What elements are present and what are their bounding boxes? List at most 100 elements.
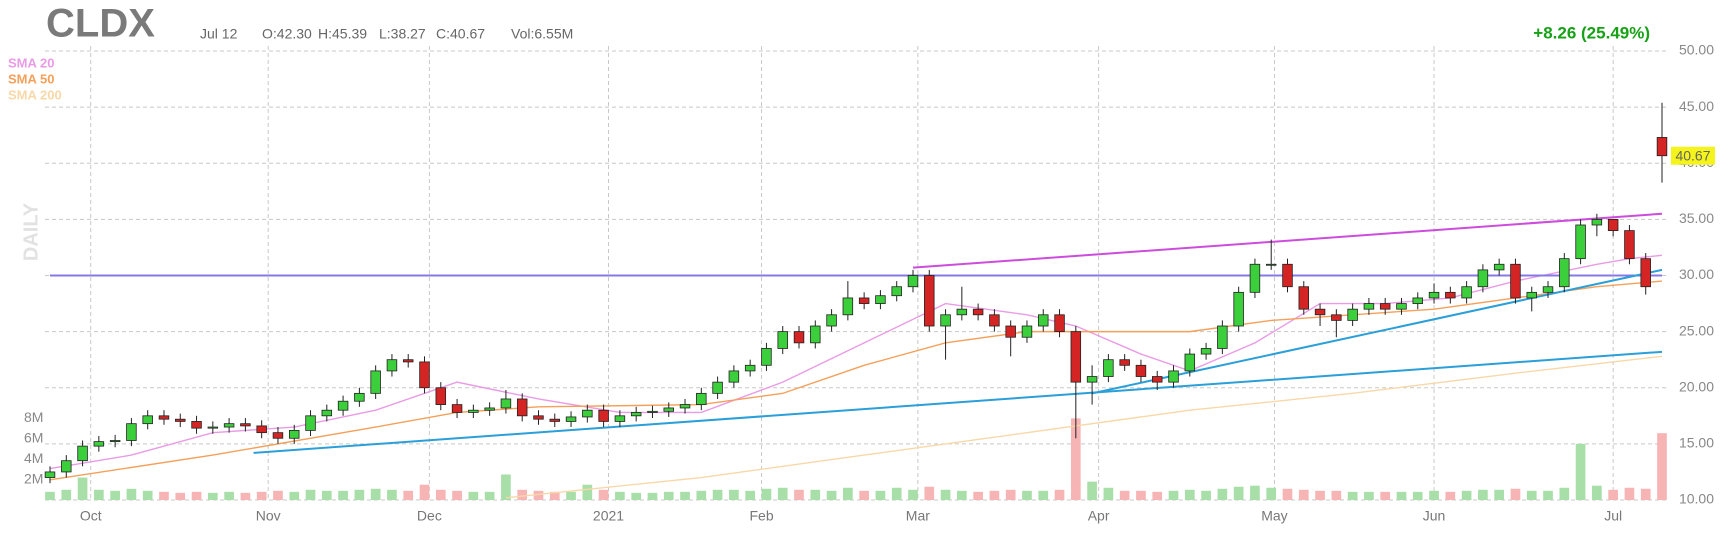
candle-body bbox=[858, 297, 870, 304]
candle-body bbox=[565, 416, 577, 422]
volume-bar bbox=[1412, 491, 1423, 500]
candle-body bbox=[1282, 263, 1293, 288]
low: L:38.27 bbox=[379, 26, 426, 42]
candle-body bbox=[679, 404, 691, 409]
candle-body bbox=[696, 392, 707, 405]
y-tick-label: 10.00 bbox=[1679, 491, 1714, 507]
volume-bar bbox=[1445, 491, 1456, 500]
close: C:40.67 bbox=[436, 26, 485, 42]
candle-body bbox=[191, 421, 202, 429]
volume-bar bbox=[273, 490, 283, 500]
candle-body bbox=[712, 381, 723, 394]
volume-bar bbox=[908, 489, 918, 500]
volume-bar bbox=[533, 490, 544, 500]
volume-bar bbox=[175, 492, 186, 500]
candle-body bbox=[1640, 258, 1651, 288]
candle-body bbox=[142, 415, 153, 425]
candle-body bbox=[435, 387, 447, 405]
volume-bar bbox=[61, 489, 72, 500]
date: Jul 12 bbox=[200, 26, 238, 42]
volume-bar bbox=[1266, 487, 1277, 500]
volume-bar bbox=[240, 492, 251, 500]
candle-body bbox=[289, 430, 300, 439]
volume-bar bbox=[110, 490, 120, 500]
candle-body bbox=[175, 418, 186, 422]
candle-body bbox=[451, 404, 463, 413]
volume-bar bbox=[1005, 489, 1016, 500]
candle-body bbox=[1103, 359, 1114, 377]
volume-bar bbox=[224, 491, 234, 500]
volume-bar bbox=[729, 489, 739, 500]
legend-entry: SMA 200 bbox=[8, 87, 62, 102]
candle-body bbox=[1119, 359, 1130, 366]
candle-body bbox=[810, 325, 821, 344]
candle-body bbox=[240, 423, 251, 427]
volume-bar bbox=[1510, 488, 1521, 500]
volume-bar bbox=[207, 492, 218, 500]
volume-bar bbox=[1543, 490, 1553, 500]
volume-bar bbox=[256, 491, 267, 500]
candle-body bbox=[1298, 286, 1310, 310]
candle-body bbox=[972, 308, 984, 316]
volume-bar bbox=[1624, 487, 1635, 500]
y-tick-label: 35.00 bbox=[1679, 210, 1714, 226]
volume-bar bbox=[843, 487, 853, 500]
x-tick-label: Jun bbox=[1423, 508, 1446, 524]
candle-body bbox=[663, 407, 674, 412]
volume-bar bbox=[745, 490, 755, 500]
volume-bar bbox=[1136, 490, 1146, 500]
candle-body bbox=[1510, 263, 1521, 299]
candle-body bbox=[500, 398, 512, 409]
volume-bar bbox=[826, 490, 837, 500]
watermark: DAILY bbox=[20, 202, 42, 261]
volume-bar bbox=[1526, 490, 1537, 500]
trendline bbox=[912, 212, 1663, 269]
sma-line bbox=[49, 254, 1663, 470]
volume-bar bbox=[289, 491, 300, 500]
volume-bar bbox=[1494, 489, 1505, 500]
volume-bar bbox=[1054, 489, 1065, 500]
candle-body bbox=[256, 425, 267, 434]
volume-bar bbox=[940, 489, 951, 500]
candle-body bbox=[1591, 218, 1603, 226]
volume-bar bbox=[1038, 490, 1049, 500]
candle-body bbox=[1314, 308, 1326, 316]
x-tick-label: May bbox=[1261, 508, 1287, 524]
candle-body bbox=[1445, 291, 1456, 299]
candle-body bbox=[1656, 137, 1668, 157]
candle-body bbox=[924, 275, 935, 327]
candle-body bbox=[354, 392, 365, 402]
x-tick-label: Dec bbox=[417, 508, 442, 524]
candle-body bbox=[1168, 370, 1179, 383]
candle-body bbox=[126, 423, 137, 441]
volume-bar bbox=[1640, 488, 1651, 500]
volume-bar bbox=[680, 491, 690, 500]
volume-bar bbox=[1364, 491, 1374, 500]
volume-bar bbox=[712, 489, 723, 500]
volume-bar bbox=[777, 487, 788, 500]
y-tick-label: 50.00 bbox=[1679, 42, 1714, 58]
x-tick-label: 2021 bbox=[593, 508, 624, 524]
trendline bbox=[253, 350, 1663, 454]
volume-bar bbox=[1070, 418, 1081, 500]
volume-bar bbox=[142, 490, 153, 500]
volume-bar bbox=[1331, 490, 1342, 500]
last-price: 40.67 bbox=[1675, 147, 1710, 163]
volume-bar bbox=[1103, 487, 1114, 500]
candle-body bbox=[582, 409, 593, 418]
volume-bar bbox=[338, 490, 348, 500]
y-tick-label: 25.00 bbox=[1679, 322, 1714, 338]
candle-body bbox=[1624, 230, 1635, 260]
candle-body bbox=[321, 409, 333, 417]
volume-bar bbox=[1184, 489, 1195, 500]
volume-bar bbox=[501, 474, 511, 500]
candle-body bbox=[386, 359, 398, 372]
x-tick-label: Apr bbox=[1088, 508, 1110, 524]
open: O:42.30 bbox=[262, 26, 312, 42]
volume-bar bbox=[875, 490, 886, 500]
candle-body bbox=[402, 359, 414, 363]
volume-tick-label: 2M bbox=[24, 470, 43, 486]
candle-body bbox=[842, 297, 854, 316]
candle-body bbox=[1054, 314, 1065, 333]
